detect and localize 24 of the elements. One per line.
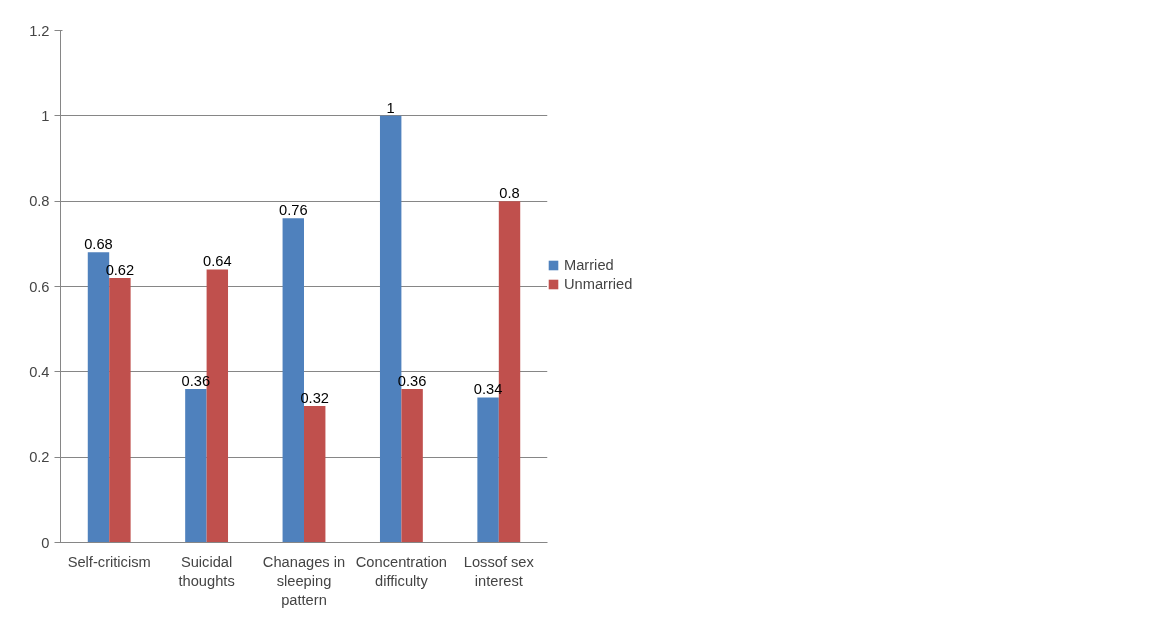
y-tick-label: 1 bbox=[41, 107, 50, 124]
data-label: 0.68 bbox=[84, 236, 113, 253]
bar bbox=[304, 405, 326, 543]
y-tick-label: 0.6 bbox=[29, 278, 50, 295]
data-label: 1 bbox=[386, 99, 395, 116]
y-tick-label: 1.2 bbox=[29, 22, 50, 39]
x-tick-label: Self-criticism bbox=[67, 553, 151, 570]
y-tick-label: 0.8 bbox=[29, 193, 50, 210]
y-tick-label: 0.2 bbox=[29, 449, 50, 466]
x-tick-label: Suicidal thoughts bbox=[178, 553, 235, 589]
bar bbox=[477, 397, 499, 543]
bar bbox=[185, 388, 207, 543]
legend-label: Unmarried bbox=[564, 276, 633, 292]
data-label: 0.8 bbox=[499, 185, 520, 202]
legend-label: Married bbox=[564, 257, 614, 273]
data-label: 0.64 bbox=[203, 253, 232, 270]
data-label: 0.76 bbox=[279, 202, 308, 219]
x-tick-label: Lossof sex interest bbox=[463, 553, 535, 589]
y-tick-label: 0 bbox=[41, 534, 50, 551]
bar bbox=[401, 388, 423, 543]
bar bbox=[109, 277, 131, 543]
x-tick-label: Chanages in sleeping pattern bbox=[262, 553, 346, 608]
x-tick-label: Concentration difficulty bbox=[355, 553, 448, 589]
y-tick-label: 0.4 bbox=[29, 363, 50, 380]
